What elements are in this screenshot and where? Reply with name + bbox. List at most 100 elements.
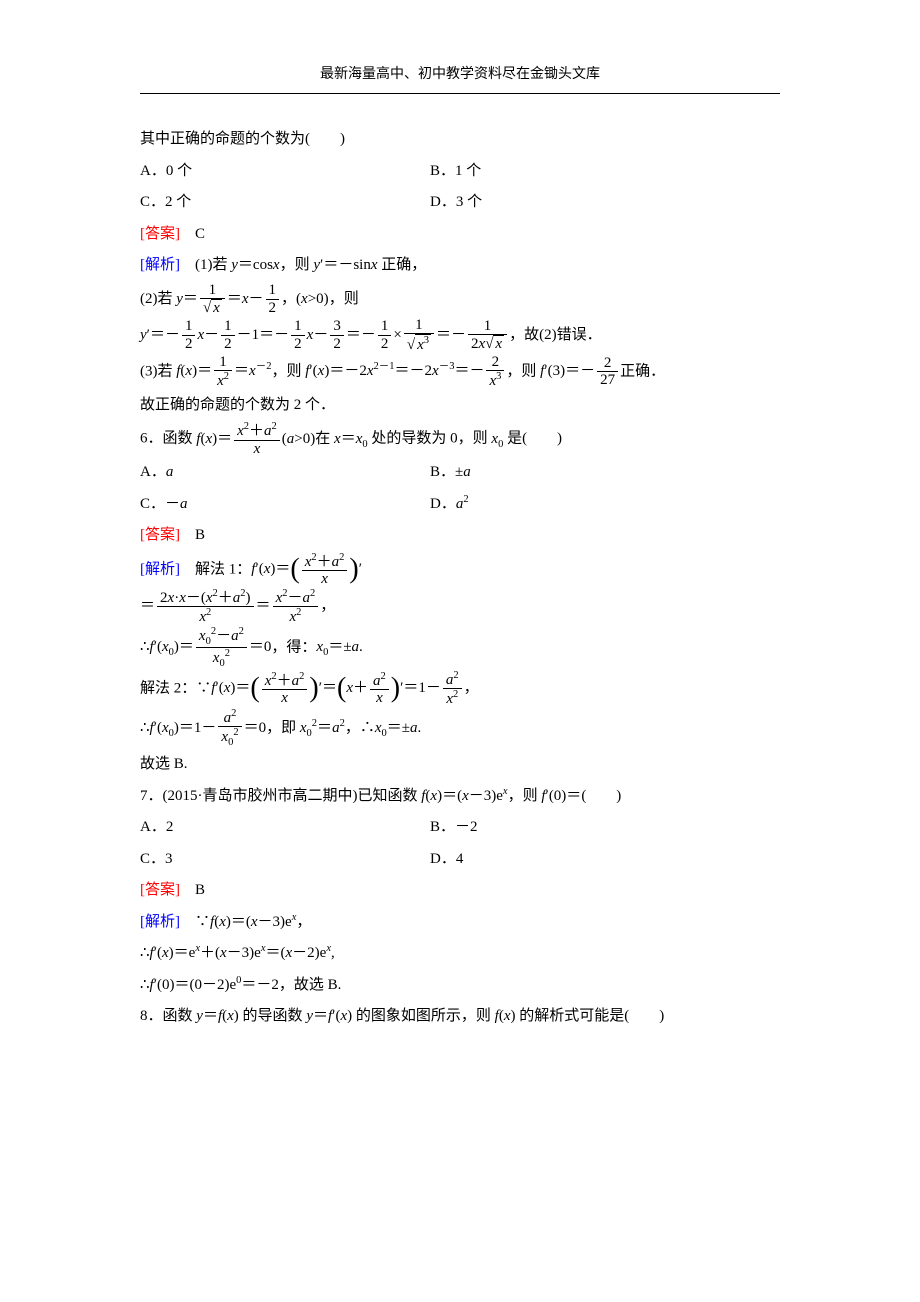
- text: ，故选 B.: [279, 977, 342, 993]
- text: 是( ): [503, 431, 562, 447]
- math-expr: f(x)＝(x－3)ex，: [210, 914, 311, 930]
- analysis-line-4: (3)若 f(x)＝1x2＝x－2，则 f′(x)＝－2x2－1＝－2x－3＝－…: [140, 354, 780, 390]
- math-expr: y＝cosx: [231, 257, 279, 273]
- math-expr: ∴f′(x0)＝x02－a2x02＝0: [140, 639, 271, 655]
- q7-stem: 7．(2015·青岛市胶州市高二期中)已知函数 f(x)＝(x－3)ex，则 f…: [140, 781, 780, 813]
- q7-options-row-1: A．2 B．－2: [140, 812, 780, 844]
- answer-label: [答案]: [140, 882, 180, 898]
- text: ，则: [506, 363, 540, 379]
- opt-label: D．: [430, 496, 456, 512]
- math-expr: f′(x)＝(x2＋a2x)′: [251, 561, 362, 577]
- page: 最新海量高中、初中教学资料尽在金锄头文库 其中正确的命题的个数为( ) A．0 …: [0, 0, 920, 1073]
- question-count-stem: 其中正确的命题的个数为( ): [140, 124, 780, 156]
- analysis-line-2: (2)若 y＝1√x＝x－12，(x>0)，则: [140, 282, 780, 317]
- math-expr: y＝f(x): [196, 1008, 239, 1024]
- page-header: 最新海量高中、初中教学资料尽在金锄头文库: [140, 60, 780, 94]
- math-expr: y′＝－sinx: [313, 257, 377, 273]
- math-expr: ＝2x·x－(x2＋a2)x2＝x2－a2x2，: [140, 598, 335, 614]
- q6-ana-5: ∴f′(x0)＝1－a2x02＝0，即 x02＝a2，∴x0＝±a.: [140, 708, 780, 749]
- option-b: B．1 个: [430, 156, 780, 188]
- text: ，则: [280, 257, 314, 273]
- text: ，即: [266, 720, 300, 736]
- text: ，故(2)错误．: [509, 327, 602, 343]
- math-expr: a: [166, 464, 174, 480]
- q6-option-d: D．a2: [430, 489, 780, 521]
- answer-value: C: [180, 226, 205, 242]
- math-expr: x0＝±a.: [375, 720, 421, 736]
- q8-stem: 8．函数 y＝f(x) 的导函数 y＝f′(x) 的图象如图所示，则 f(x) …: [140, 1001, 780, 1033]
- math-expr: f(x)＝1x2＝x－2: [176, 363, 271, 379]
- text: ∴: [140, 945, 150, 961]
- q7-option-a: A．2: [140, 812, 430, 844]
- q6-answer: [答案] B: [140, 520, 780, 552]
- math-expr: f(x): [495, 1008, 516, 1024]
- opt-label: A．: [140, 464, 166, 480]
- text: ( ): [581, 788, 621, 804]
- q7-ana-3: ∴f′(0)＝(0－2)e0＝－2，故选 B.: [140, 970, 780, 1002]
- text: 正确．: [620, 363, 665, 379]
- analysis-label: [解析]: [140, 914, 180, 930]
- math-expr: f′(x)＝－2x2－1＝－2x－3＝－2x3: [305, 363, 506, 379]
- analysis-label: [解析]: [140, 561, 180, 577]
- text: 7．(2015·青岛市胶州市高二期中)已知函数: [140, 788, 421, 804]
- math-expr: x0: [491, 431, 503, 447]
- text: 解法 2：∵: [140, 680, 211, 696]
- math-expr: x0＝±a.: [316, 639, 362, 655]
- text: 的解析式可能是( ): [515, 1008, 664, 1024]
- q6-option-c: C．－a: [140, 489, 430, 521]
- text: ∴: [140, 977, 150, 993]
- math-expr: ∴f′(x0)＝1－a2x02＝0: [140, 720, 266, 736]
- math-expr: a: [463, 464, 471, 480]
- text: 解法 1：: [180, 561, 251, 577]
- q7-answer: [答案] B: [140, 875, 780, 907]
- text: 6．函数: [140, 431, 196, 447]
- math-expr: f′(0)＝: [541, 788, 581, 804]
- text: 处的导数为 0，则: [368, 431, 492, 447]
- text: ∵: [180, 914, 210, 930]
- math-expr: f′(x)＝(x2＋a2x)′＝(x＋a2x)′＝1－a2x2，: [211, 680, 478, 696]
- text: ，得：: [271, 639, 316, 655]
- text: 8．函数: [140, 1008, 196, 1024]
- q7-option-d: D．4: [430, 844, 780, 876]
- q7-options-row-2: C．3 D．4: [140, 844, 780, 876]
- text: 正确，: [378, 257, 427, 273]
- option-a: A．0 个: [140, 156, 430, 188]
- option-c: C．2 个: [140, 187, 430, 219]
- q6-options-row-1: A．a B．±a: [140, 457, 780, 489]
- q6-ana-2: ＝2x·x－(x2＋a2)x2＝x2－a2x2，: [140, 588, 780, 626]
- q6-ana-1: [解析] 解法 1：f′(x)＝(x2＋a2x)′: [140, 552, 780, 588]
- answer-value: B: [180, 882, 205, 898]
- analysis-line-3: y′＝－12x－12－1＝－12x－32＝－12×1√x3＝－12x√x，故(2…: [140, 317, 780, 354]
- q6-ana-6: 故选 B.: [140, 749, 780, 781]
- text: (1)若: [180, 257, 231, 273]
- q6-ana-4: 解法 2：∵f′(x)＝(x2＋a2x)′＝(x＋a2x)′＝1－a2x2，: [140, 670, 780, 708]
- text: 的图象如图所示，则: [352, 1008, 495, 1024]
- math-expr: x02＝a2: [300, 720, 345, 736]
- analysis-line-5: 故正确的命题的个数为 2 个．: [140, 390, 780, 422]
- text: ，∴: [345, 720, 375, 736]
- text: ，则: [271, 363, 305, 379]
- analysis-label: [解析]: [140, 257, 180, 273]
- q7-option-c: C．3: [140, 844, 430, 876]
- text: ，则: [329, 291, 359, 307]
- opt-label: B．±: [430, 464, 463, 480]
- math-expr: y＝f′(x): [306, 1008, 352, 1024]
- math-expr: y′＝－12x－12－1＝－12x－32＝－12×1√x3＝－12x√x: [140, 327, 509, 343]
- answer-label: [答案]: [140, 527, 180, 543]
- q7-ana-2: ∴f′(x)＝ex＋(x－3)ex＝(x－2)ex,: [140, 938, 780, 970]
- opt-label: C．－: [140, 496, 180, 512]
- analysis-line-1: [解析] (1)若 y＝cosx，则 y′＝－sinx 正确，: [140, 250, 780, 282]
- options-row-2: C．2 个 D．3 个: [140, 187, 780, 219]
- math-expr: f′(0)＝(0－2)e0＝－2: [150, 977, 279, 993]
- options-row-1: A．0 个 B．1 个: [140, 156, 780, 188]
- math-expr: f(x)＝(x－3)ex: [421, 788, 507, 804]
- math-expr: a: [180, 496, 188, 512]
- text: ，则: [508, 788, 542, 804]
- math-expr: f′(x)＝ex＋(x－3)ex＝(x－2)ex,: [150, 945, 335, 961]
- text: (3)若: [140, 363, 176, 379]
- q7-option-b: B．－2: [430, 812, 780, 844]
- answer-label: [答案]: [140, 226, 180, 242]
- answer-value: B: [180, 527, 205, 543]
- q6-options-row-2: C．－a D．a2: [140, 489, 780, 521]
- math-expr: f′(3)＝－227: [540, 363, 620, 379]
